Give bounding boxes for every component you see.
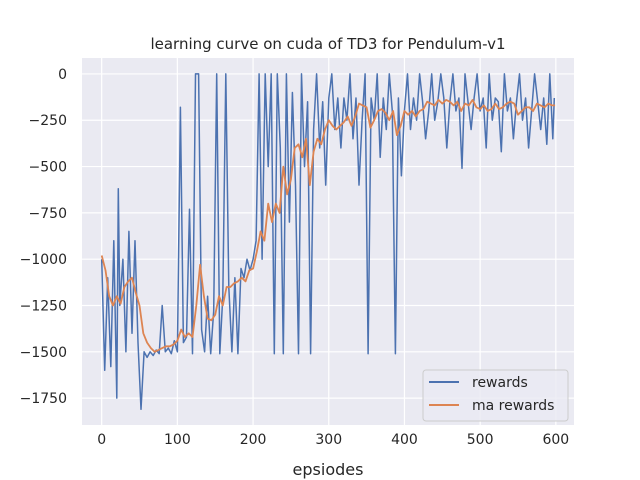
y-tick-label: −500 xyxy=(29,160,67,176)
x-tick-label: 500 xyxy=(467,432,494,448)
x-tick-label: 300 xyxy=(315,432,342,448)
series-line-ma-rewards xyxy=(100,99,556,353)
x-axis-label: epsiodes xyxy=(293,460,364,479)
x-tick-label: 200 xyxy=(240,432,267,448)
y-tick-label: −1250 xyxy=(20,299,67,315)
legend-label-rewards: rewards xyxy=(472,375,528,391)
y-tick-label: −750 xyxy=(29,206,67,222)
x-tick-label: 600 xyxy=(542,432,569,448)
legend-label-ma-rewards: ma rewards xyxy=(472,398,554,414)
legend: rewards ma rewards xyxy=(422,369,569,422)
y-tick-label: −250 xyxy=(29,113,67,129)
y-tick-label: 0 xyxy=(58,67,67,83)
y-tick-label: −1500 xyxy=(20,345,67,361)
chart-title: learning curve on cuda of TD3 for Pendul… xyxy=(150,35,505,53)
legend-box xyxy=(422,369,569,422)
x-tick-label: 0 xyxy=(97,432,106,448)
y-tick-label: −1750 xyxy=(20,391,67,407)
y-tick-label: −1000 xyxy=(20,252,67,268)
x-tick-label: 100 xyxy=(164,432,191,448)
x-tick-label: 400 xyxy=(391,432,418,448)
